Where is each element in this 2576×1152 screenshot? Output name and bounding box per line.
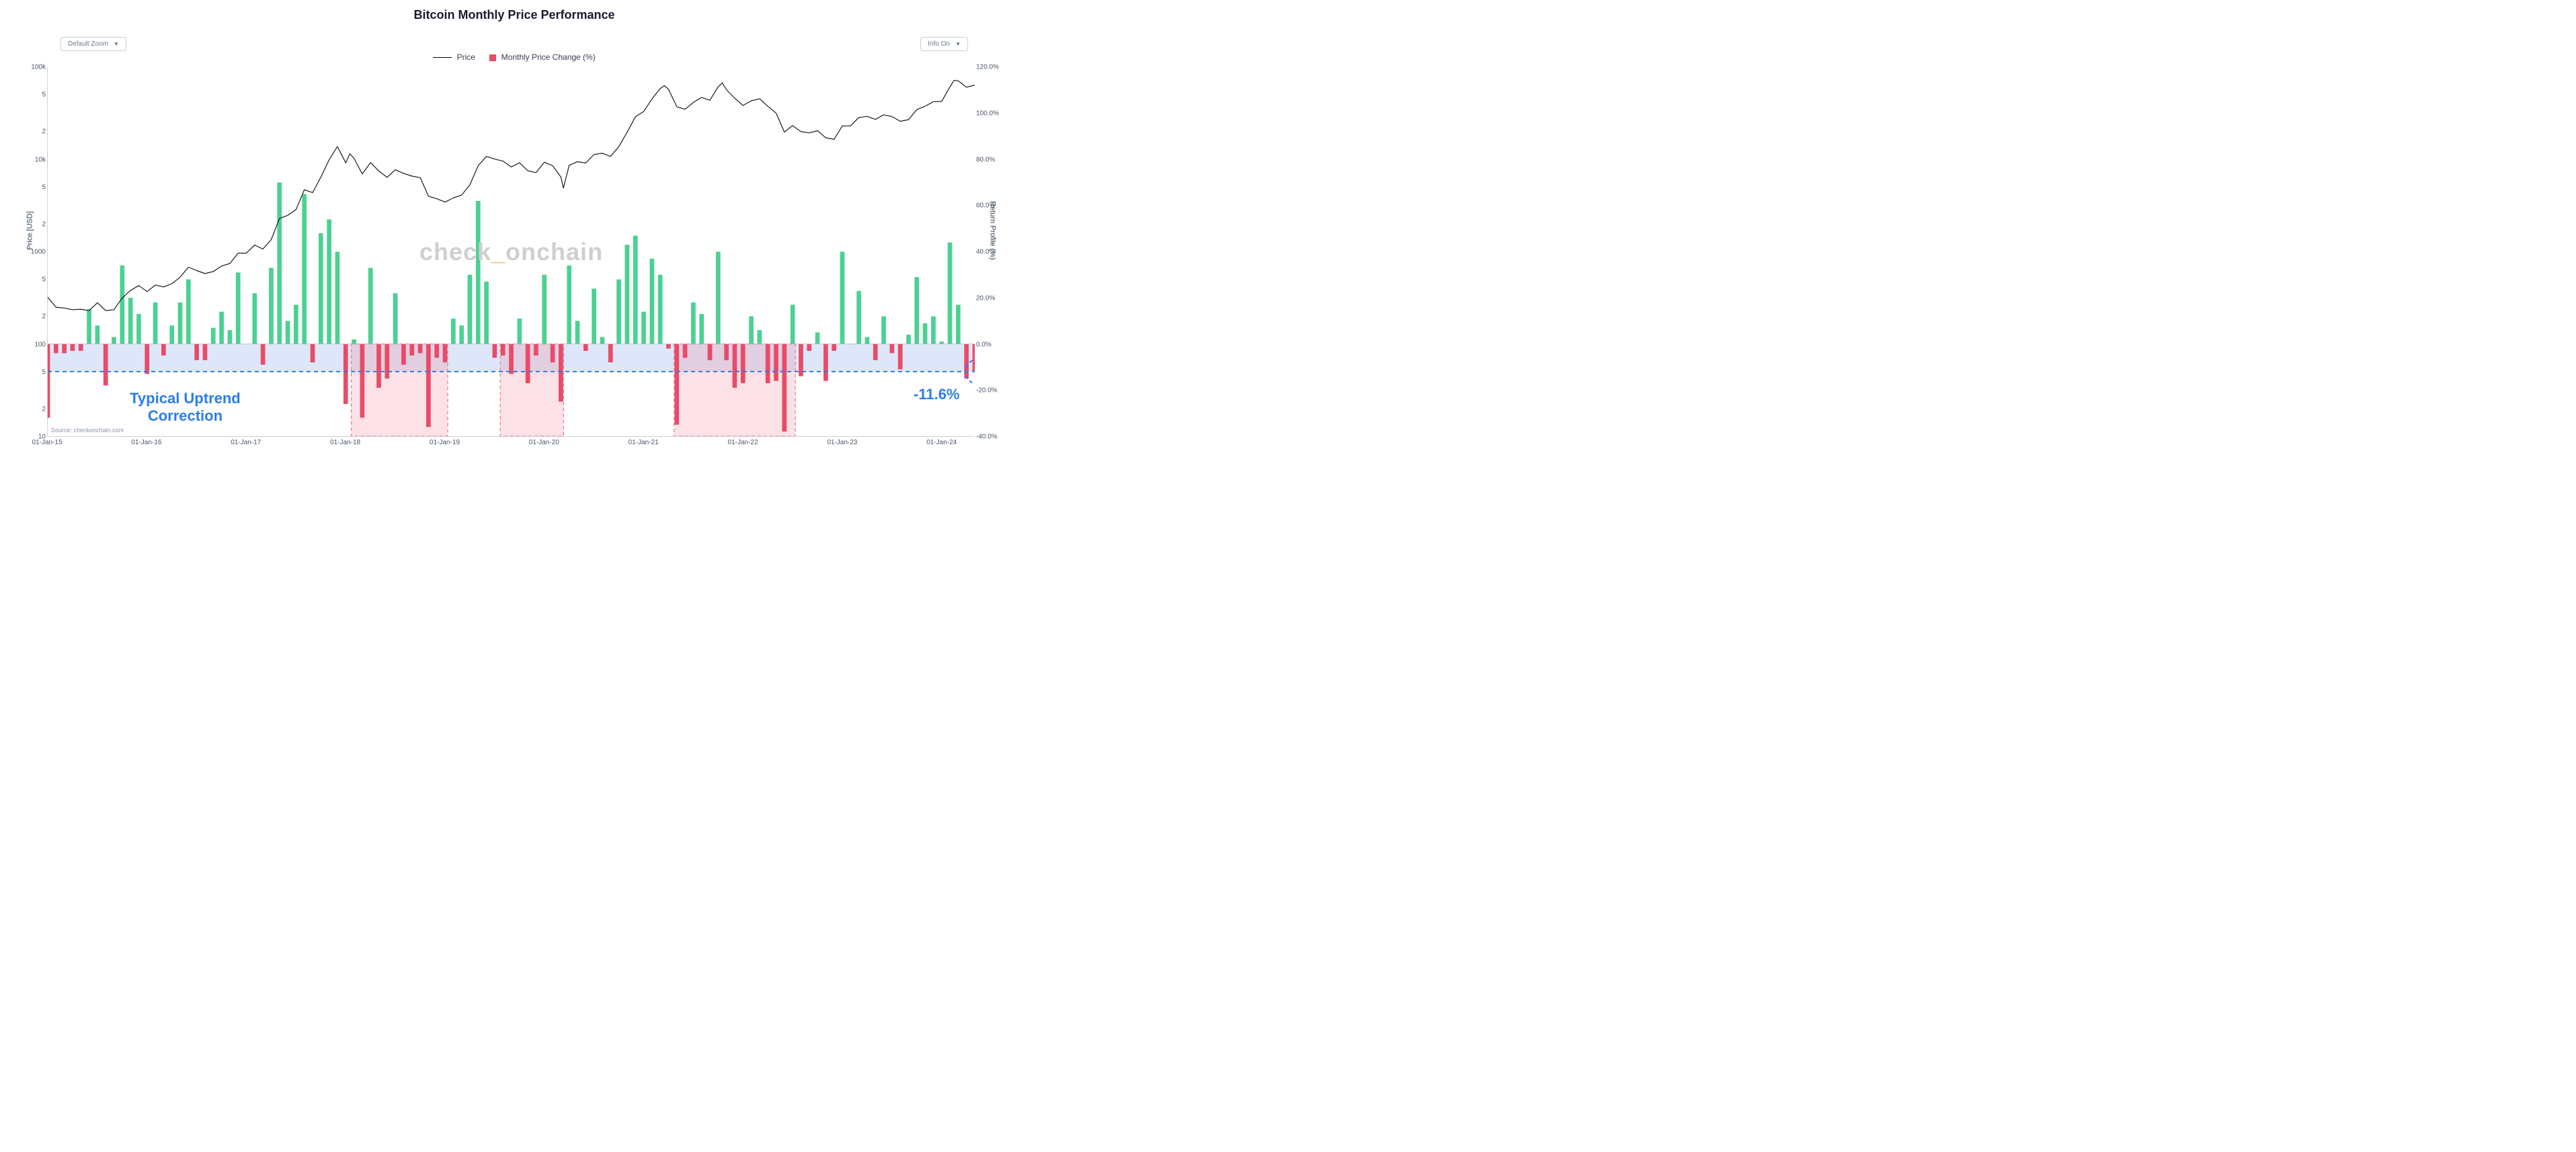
plot-svg <box>48 67 975 436</box>
legend-change-label: Monthly Price Change (%) <box>501 52 596 62</box>
y2-ticks: -40.0%-20.0%0.0%20.0%40.0%60.0%80.0%100.… <box>976 67 1008 437</box>
top-controls: Default Zoom ▼ Info On ▼ <box>0 37 1029 51</box>
chevron-down-icon: ▼ <box>955 41 961 47</box>
plot-area: check_onchain <box>47 67 975 437</box>
legend: Price Monthly Price Change (%) <box>0 52 1029 62</box>
x-ticks: 01-Jan-1501-Jan-1601-Jan-1701-Jan-1801-J… <box>47 439 975 452</box>
chevron-down-icon: ▼ <box>114 41 119 47</box>
legend-line-swatch <box>433 57 452 58</box>
zoom-dropdown-label: Default Zoom <box>68 40 108 48</box>
zoom-dropdown[interactable]: Default Zoom ▼ <box>61 37 126 51</box>
source-text: Source: checkonchain.com <box>51 427 124 434</box>
y1-ticks: 10251002510002510k25100k <box>20 67 46 437</box>
chart-title: Bitcoin Monthly Price Performance <box>0 0 1029 22</box>
legend-box-swatch <box>489 54 496 61</box>
info-dropdown-label: Info On <box>928 40 950 48</box>
info-dropdown[interactable]: Info On ▼ <box>920 37 968 51</box>
legend-price-label: Price <box>457 52 475 62</box>
